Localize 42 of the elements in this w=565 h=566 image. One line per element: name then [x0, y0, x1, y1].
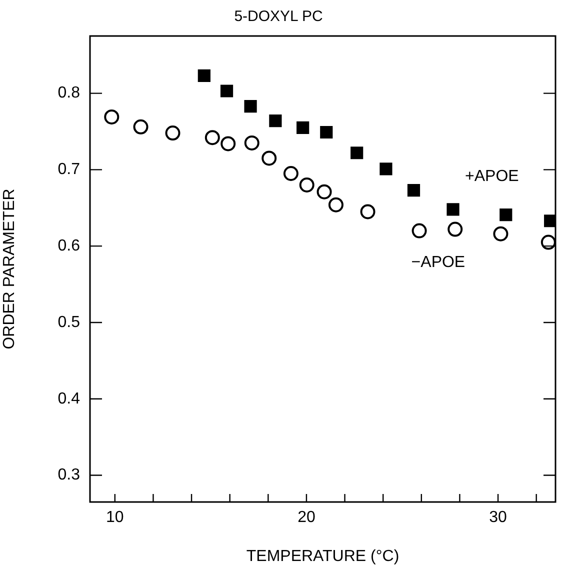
y-tick-label: 0.7: [58, 161, 80, 178]
legend-label: +APOE: [465, 168, 519, 185]
y-tick-label: 0.8: [58, 84, 80, 102]
point: [299, 177, 314, 192]
point: [328, 197, 344, 212]
chart-title: 5-DOXYL PC: [234, 8, 323, 26]
x-axis-title: TEMPERATURE (°C): [246, 548, 400, 565]
point: [220, 136, 236, 152]
point: [360, 204, 376, 220]
point: [204, 130, 220, 146]
point: [407, 184, 420, 197]
point: [493, 226, 508, 242]
x-tick-label: 20: [298, 509, 316, 526]
point: [350, 146, 364, 160]
y-tick-label: 0.3: [58, 466, 80, 484]
x-tick-label: 30: [489, 509, 508, 526]
y-tick-label: 0.5: [58, 314, 80, 331]
point: [269, 114, 282, 128]
point: [320, 126, 333, 139]
point: [283, 166, 298, 182]
point: [262, 150, 277, 166]
point: [412, 223, 427, 238]
point: [104, 109, 120, 124]
y-tick-label: 0.4: [58, 390, 80, 408]
point: [296, 121, 310, 134]
point: [244, 100, 257, 113]
point: [165, 126, 180, 141]
point: [448, 222, 463, 237]
y-tick-label: 0.6: [58, 237, 80, 254]
point: [316, 184, 332, 200]
point: [220, 84, 234, 98]
y-axis-title: ORDER PARAMETER: [1, 188, 18, 350]
point: [544, 214, 556, 228]
point: [244, 135, 260, 150]
point: [500, 208, 512, 222]
point: [198, 69, 210, 82]
series-label: −APOE: [411, 254, 466, 272]
x-tick-label: 10: [106, 509, 124, 526]
point: [380, 162, 392, 176]
point: [540, 234, 556, 250]
point: [446, 203, 460, 216]
point: [133, 119, 148, 134]
